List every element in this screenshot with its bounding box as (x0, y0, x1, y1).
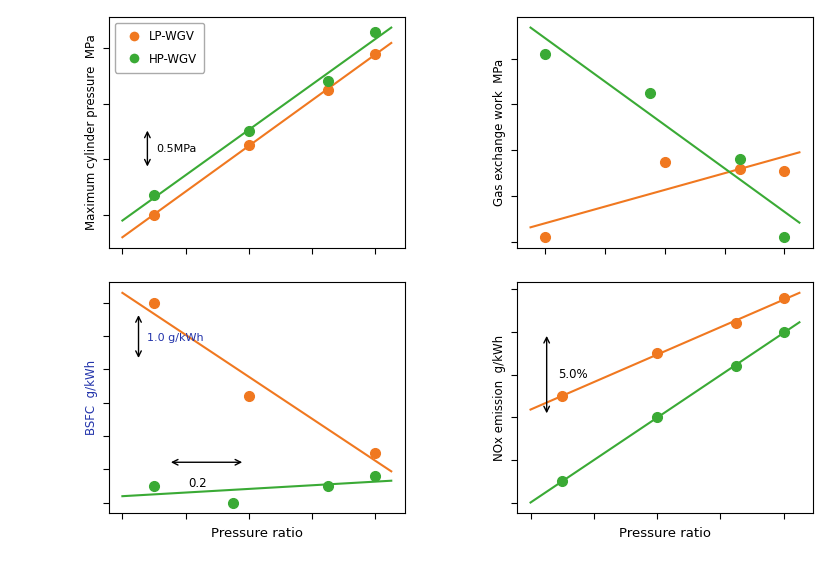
Legend: LP-WGV, HP-WGV: LP-WGV, HP-WGV (115, 23, 204, 72)
X-axis label: Pressure ratio: Pressure ratio (211, 527, 303, 540)
Y-axis label: BSFC  g/kWh: BSFC g/kWh (85, 360, 98, 435)
X-axis label: Pressure ratio: Pressure ratio (619, 527, 711, 540)
Text: 0.5MPa: 0.5MPa (156, 144, 197, 153)
Text: 0.2: 0.2 (189, 477, 207, 490)
Y-axis label: Maximum cylinder pressure  MPa: Maximum cylinder pressure MPa (85, 35, 98, 230)
Y-axis label: NOx emission  g/kWh: NOx emission g/kWh (493, 335, 506, 461)
Y-axis label: Gas exchange work  MPa: Gas exchange work MPa (493, 59, 506, 206)
Text: 1.0 g/kWh: 1.0 g/kWh (147, 333, 204, 343)
Text: 5.0%: 5.0% (558, 368, 588, 381)
